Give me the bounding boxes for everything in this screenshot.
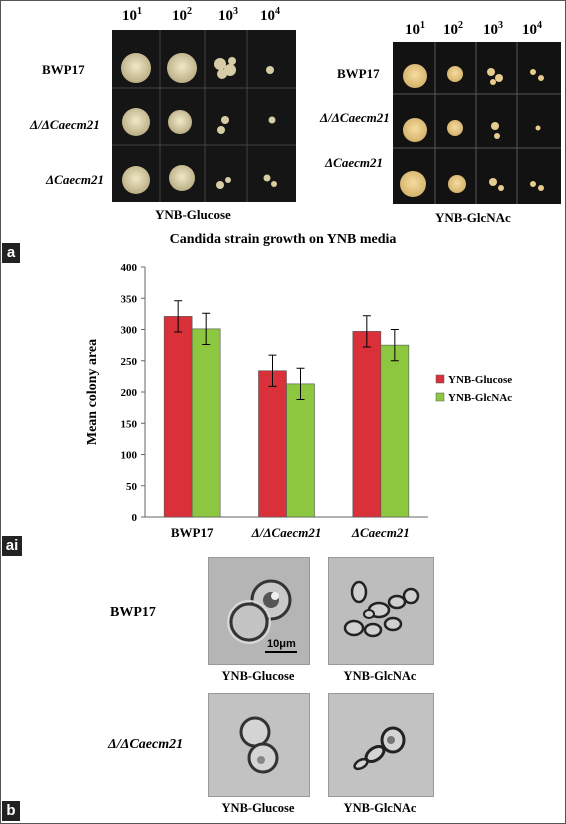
y-tick-label: 100 xyxy=(121,450,138,462)
dilution-label: 102 xyxy=(443,20,463,38)
bar xyxy=(163,316,193,518)
bar xyxy=(286,383,315,518)
strain-label: ΔCaecm21 xyxy=(325,155,383,170)
dilution-label: 104 xyxy=(522,20,542,38)
legend-swatch xyxy=(435,374,445,384)
micrograph-bwp17-glcnac xyxy=(328,557,434,665)
dilution-label: 101 xyxy=(122,6,142,24)
x-tick-label: ΔCaecm21 xyxy=(351,525,410,540)
x-tick-label: BWP17 xyxy=(171,525,214,540)
micro-col-label: YNB-Glucose xyxy=(221,669,295,683)
dilution-label: 102 xyxy=(172,6,192,24)
plate-medium-label: YNB-Glucose xyxy=(155,207,231,222)
dilution-label: 104 xyxy=(260,6,280,24)
panel-label-b: b xyxy=(2,801,20,821)
legend-label: YNB-GlcNAc xyxy=(448,392,512,404)
legend-swatch xyxy=(435,392,445,402)
cell-graphic xyxy=(329,694,433,796)
cell-graphic xyxy=(209,694,309,796)
y-tick-label: 250 xyxy=(121,356,138,368)
legend-label: YNB-Glucose xyxy=(448,374,512,386)
micro-col-label: YNB-Glucose xyxy=(221,801,295,815)
cell-graphic xyxy=(209,558,309,664)
strain-label: Δ/ΔCaecm21 xyxy=(320,110,390,125)
strain-label: ΔCaecm21 xyxy=(46,172,104,187)
micro-row-label: BWP17 xyxy=(110,605,156,620)
micro-col-label: YNB-GlcNAc xyxy=(343,801,417,815)
chart-title: Candida strain growth on YNB media xyxy=(169,232,397,247)
plate-colonies-graphic xyxy=(112,30,296,202)
dilution-label: 103 xyxy=(483,20,503,38)
y-tick-label: 150 xyxy=(121,418,138,430)
micro-row-label: Δ/ΔCaecm21 xyxy=(108,737,184,752)
dilution-label: 101 xyxy=(405,20,425,38)
micrograph-mutant-glcnac xyxy=(328,693,434,797)
bar xyxy=(258,370,287,518)
bar xyxy=(191,328,221,518)
y-tick-label: 0 xyxy=(132,512,138,524)
y-tick-label: 50 xyxy=(126,481,138,493)
bar-chart: 0 50 100 150 200 250 300 350 400 Mean colony area… xyxy=(85,262,512,540)
y-axis-label: Mean colony area xyxy=(85,339,100,445)
panel-label-a: a xyxy=(2,243,20,263)
panel-label-ai: ai xyxy=(2,536,22,556)
bar xyxy=(380,344,410,518)
bar xyxy=(352,331,382,518)
y-tick-label: 200 xyxy=(121,387,138,399)
plate-image-ynb-glcnac xyxy=(393,42,561,204)
micro-col-label: YNB-GlcNAc xyxy=(343,669,417,683)
cell-graphic xyxy=(329,558,433,664)
strain-label: BWP17 xyxy=(42,62,85,77)
micrograph-bwp17-glucose: 10μm xyxy=(208,557,310,665)
x-tick-label: Δ/ΔCaecm21 xyxy=(251,525,322,540)
plate-medium-label: YNB-GlcNAc xyxy=(435,210,511,225)
y-tick-label: 300 xyxy=(121,325,138,337)
dilution-label: 103 xyxy=(218,6,238,24)
y-tick-label: 350 xyxy=(121,293,138,305)
strain-label: BWP17 xyxy=(337,66,380,81)
scale-bar-label: 10μm xyxy=(267,638,296,650)
y-tick-label: 400 xyxy=(121,262,138,274)
plate-image-ynb-glucose xyxy=(112,30,296,202)
micrograph-mutant-glucose xyxy=(208,693,310,797)
strain-label: Δ/ΔCaecm21 xyxy=(30,117,100,132)
plate-colonies-graphic xyxy=(393,42,561,204)
